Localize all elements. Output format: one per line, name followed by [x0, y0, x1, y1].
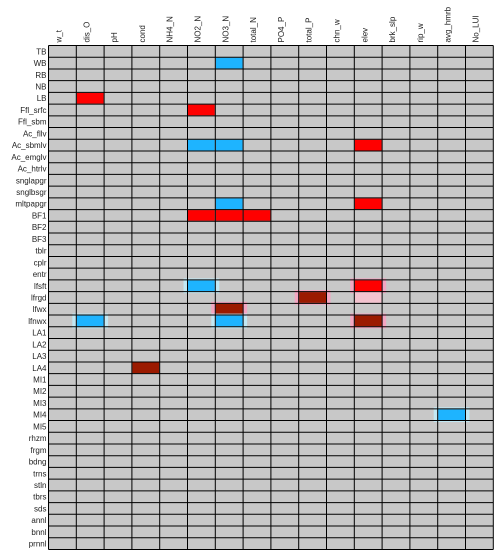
- row-label-annl: annl: [31, 516, 46, 525]
- cell-bf1-no3-n: [215, 210, 243, 221]
- cell-lfnwx-elev: [354, 315, 382, 327]
- row-label-tb: TB: [36, 47, 46, 56]
- row-label-bf3: BF3: [32, 235, 47, 244]
- cell-lfnwx-dis-o: [76, 315, 104, 327]
- column-label-total-p: total_P: [305, 18, 314, 43]
- row-labels: TB WB RB NB LB Ffl_srfc Ffl_sbm Ac_fllv Ac_sbmlv…: [11, 47, 47, 548]
- row-label-lfrgd: lfrgd: [31, 293, 47, 302]
- row-label-mi2: MI2: [33, 387, 47, 396]
- column-label-ph: pH: [110, 32, 119, 42]
- row-label-ac-emglv: Ac_emglv: [11, 153, 46, 162]
- row-label-mi3: MI3: [33, 399, 47, 408]
- row-label-ffl-sbm: Ffl_sbm: [18, 118, 47, 127]
- row-label-lfsft: lfsft: [34, 282, 47, 291]
- cell-lfrgd-elev: [354, 292, 382, 303]
- row-label-mi5: MI5: [33, 422, 47, 431]
- column-label-no-lui: No_LUI: [472, 15, 481, 42]
- cell-lfsft-no2-n: [188, 280, 215, 292]
- row-label-la2: LA2: [32, 340, 47, 349]
- row-label-la1: LA1: [32, 329, 47, 338]
- row-label-lb: LB: [37, 94, 47, 103]
- row-label-tbrs: tbrs: [33, 493, 46, 502]
- row-label-bdng: bdng: [29, 458, 47, 467]
- column-label-no3-n: NO3_N: [221, 16, 230, 43]
- cell-wb-no3-n: [215, 57, 243, 69]
- row-label-bf2: BF2: [32, 223, 47, 232]
- row-label-cplr: cplr: [34, 258, 47, 267]
- row-label-mltpapgr: mltpapgr: [15, 200, 46, 209]
- cell-la4-cond: [132, 362, 160, 374]
- column-label-total-n: total_N: [249, 17, 258, 43]
- row-label-tblr: tblr: [35, 247, 46, 256]
- row-label-nb: NB: [35, 83, 46, 92]
- row-label-ac-htrlv: Ac_htrlv: [18, 165, 47, 174]
- cell-mi4-avg-hmrb: [438, 409, 465, 421]
- cell-ffl-srfc-no2-n: [188, 104, 215, 116]
- column-label-rip-w: rip_w: [416, 23, 425, 42]
- row-label-snglbsgr: snglbsgr: [16, 188, 47, 197]
- row-label-rb: RB: [35, 71, 46, 80]
- column-label-dis-o: dis_O: [82, 22, 91, 43]
- column-label-avg-hmrb: avg_hmrb: [444, 6, 453, 42]
- grid-lines: [48, 45, 494, 550]
- row-label-wb: WB: [34, 59, 47, 68]
- column-label-cond: cond: [138, 25, 147, 42]
- row-label-frgm: frgm: [31, 446, 47, 455]
- cells: [72, 57, 470, 423]
- cell-ac-sbmlv-no2-n: [188, 139, 215, 151]
- column-labels: w_t dis_O pH cond NH4_N NO2_N NO3_N total_N PO4_…: [55, 6, 481, 43]
- row-label-stln: stln: [34, 481, 46, 490]
- cell-bf1-total-n: [243, 210, 271, 221]
- column-label-w-t: w_t: [55, 29, 64, 43]
- row-label-la4: LA4: [32, 364, 47, 373]
- row-label-lfnwx: lfnwx: [28, 317, 46, 326]
- cell-ac-sbmlv-no3-n: [215, 139, 243, 151]
- row-label-trns: trns: [33, 469, 46, 478]
- cell-bf1-no2-n: [188, 210, 215, 221]
- cell-mltpapgr-no3-n: [215, 198, 243, 210]
- row-label-entr: entr: [33, 270, 47, 279]
- cell-lfsft-elev: [354, 280, 382, 292]
- row-label-ffl-srfc: Ffl_srfc: [20, 106, 46, 115]
- row-label-lfwx: lfwx: [33, 305, 47, 314]
- row-label-prnnl: prnnl: [29, 540, 47, 549]
- row-label-bf1: BF1: [32, 211, 47, 220]
- column-label-brk-slp: brk_slp: [388, 16, 397, 42]
- row-label-bnnl: bnnl: [31, 528, 46, 537]
- cell-lfnwx-no3-n: [215, 315, 243, 327]
- row-label-mi1: MI1: [33, 376, 47, 385]
- column-label-po4-p: PO4_P: [277, 17, 286, 43]
- row-label-mi4: MI4: [33, 411, 47, 420]
- row-label-la3: LA3: [32, 352, 47, 361]
- row-label-ac-sbmlv: Ac_sbmlv: [12, 141, 47, 150]
- row-label-ac-fllv: Ac_fllv: [23, 129, 47, 138]
- cell-lb-dis-o: [76, 92, 104, 104]
- cell-lfrgd-total-p: [299, 292, 326, 303]
- column-label-nh4-n: NH4_N: [166, 16, 175, 42]
- column-label-no2-n: NO2_N: [194, 16, 203, 43]
- cell-ac-sbmlv-elev: [354, 139, 382, 151]
- row-label-rhzm: rhzm: [29, 434, 47, 443]
- cell-lfwx-no3-n: [215, 303, 243, 315]
- column-label-elev: elev: [360, 28, 369, 43]
- column-label-chn-w: chn_w: [333, 19, 342, 42]
- cell-mltpapgr-elev: [354, 198, 382, 210]
- row-label-snglapgr: snglapgr: [16, 176, 47, 185]
- row-label-sds: sds: [34, 504, 46, 513]
